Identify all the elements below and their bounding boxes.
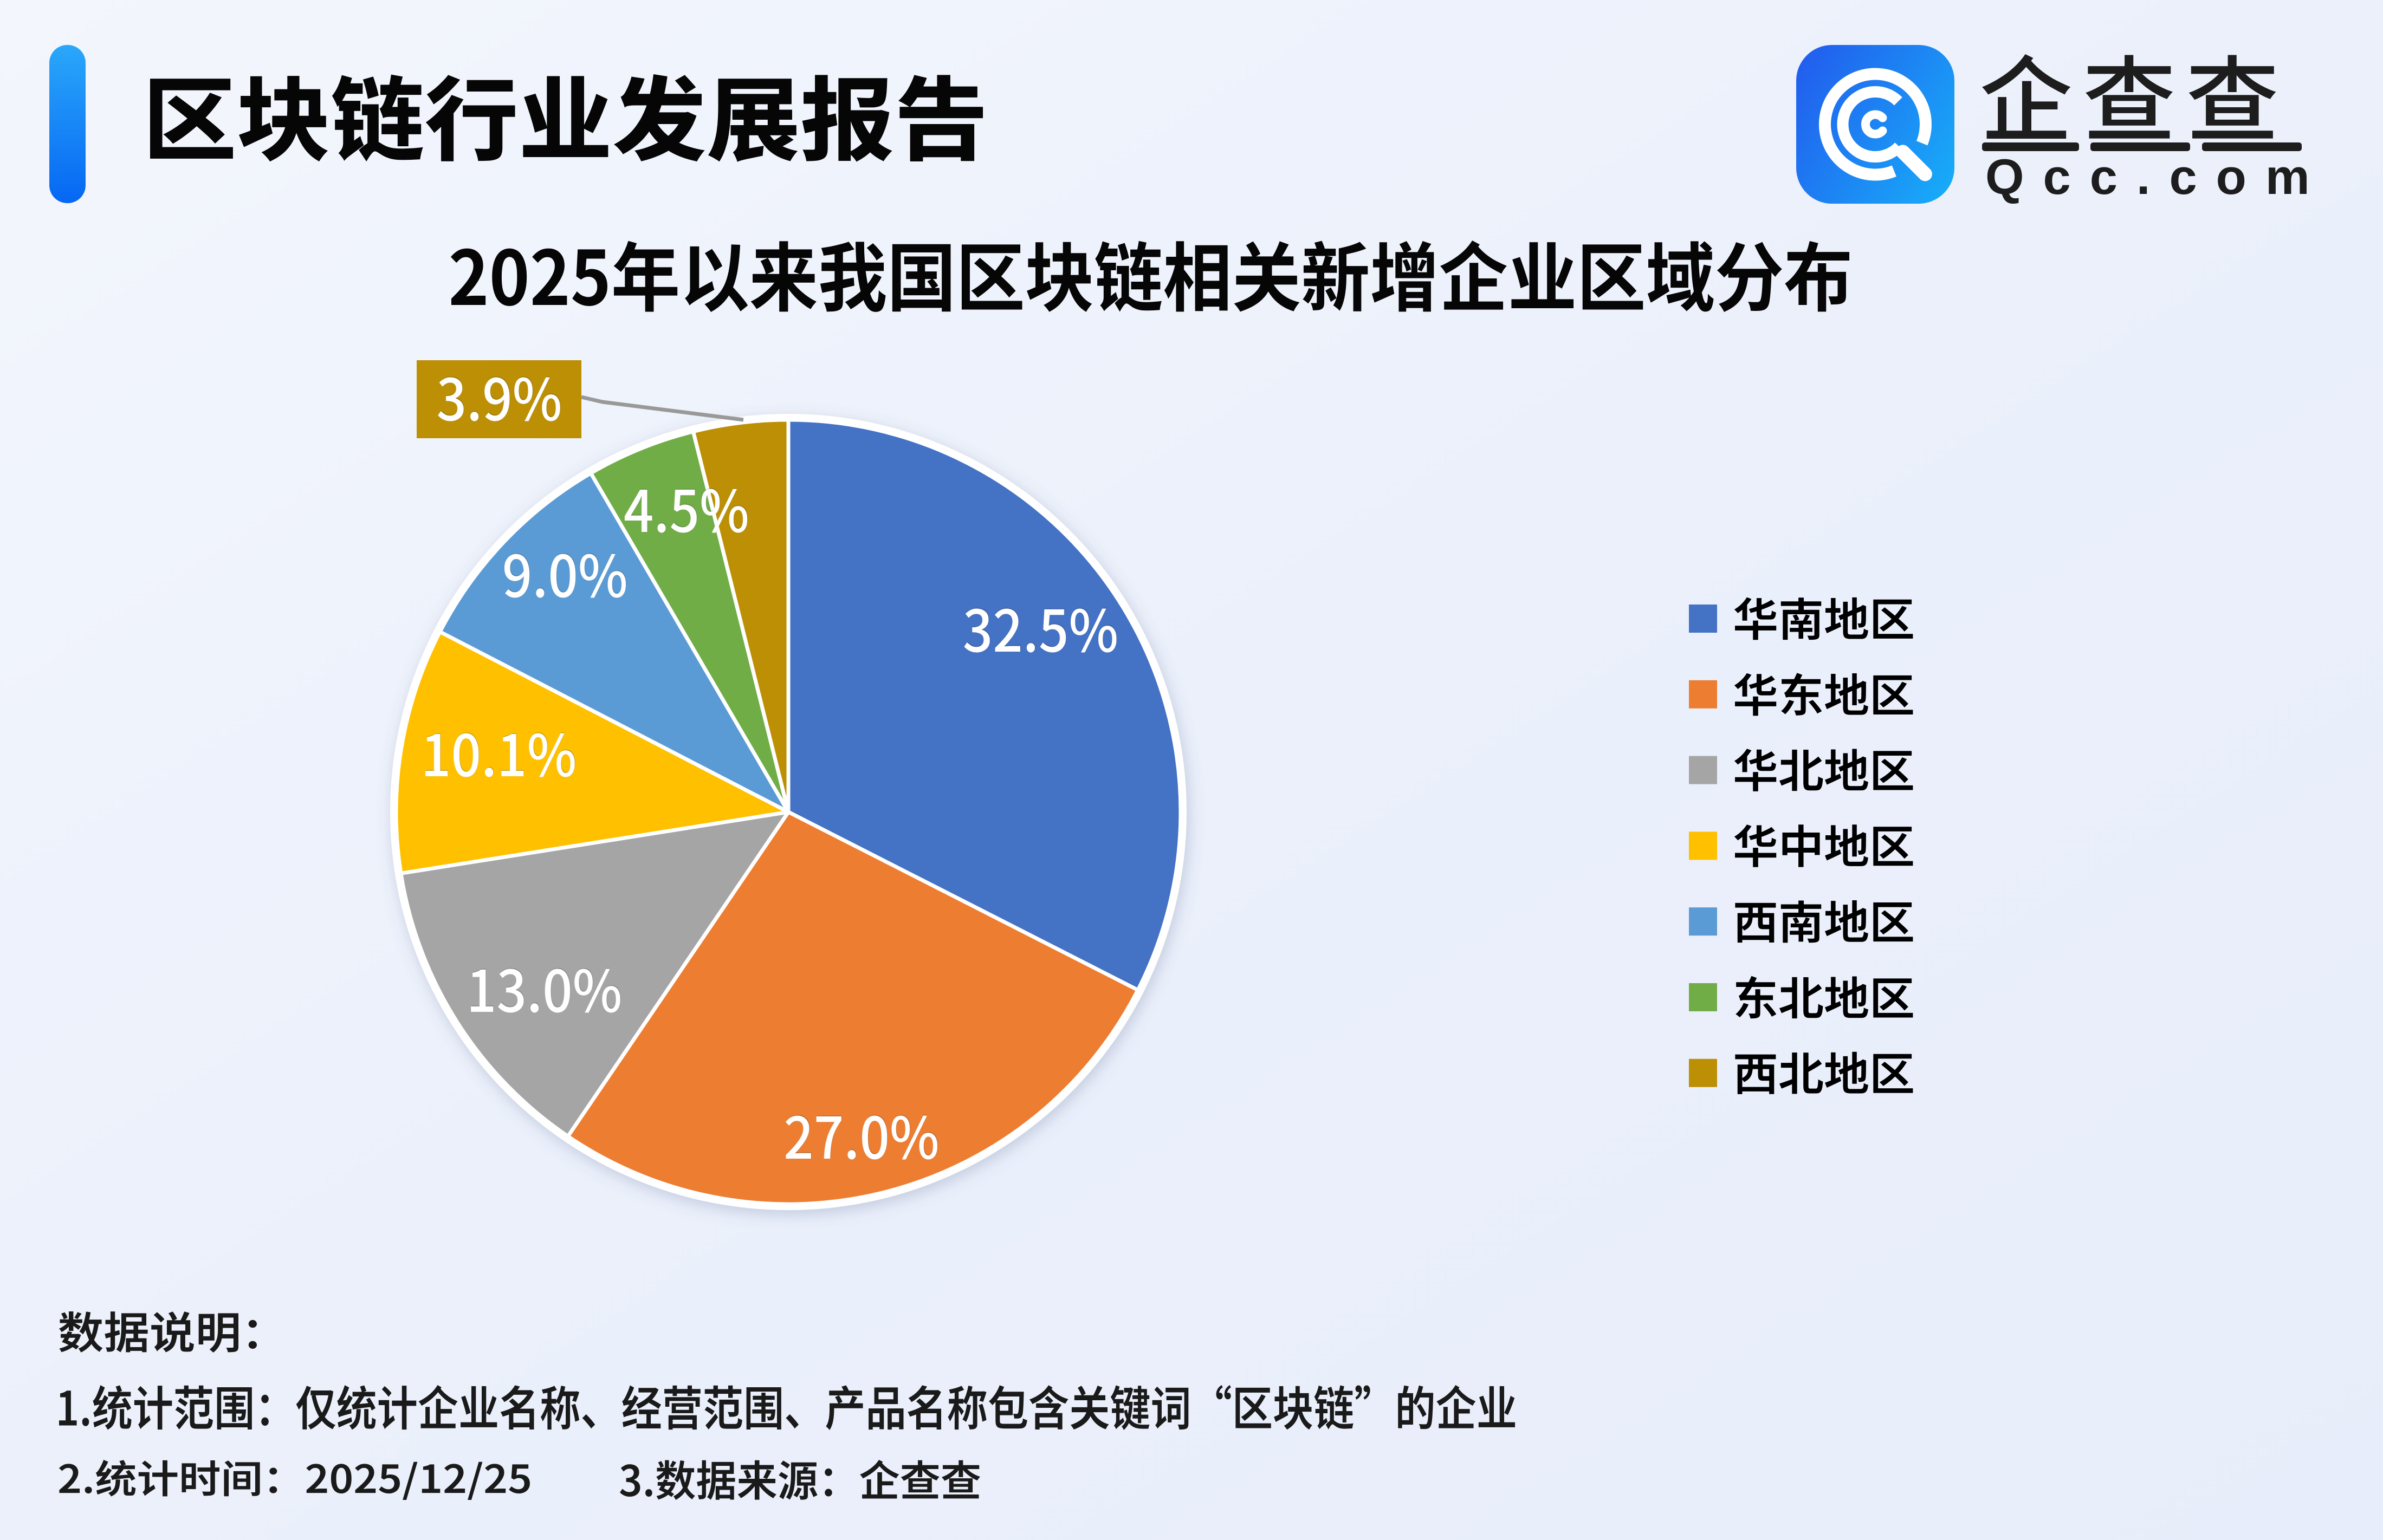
svg-text:Qcc.com: Qcc.com	[1985, 150, 2329, 205]
